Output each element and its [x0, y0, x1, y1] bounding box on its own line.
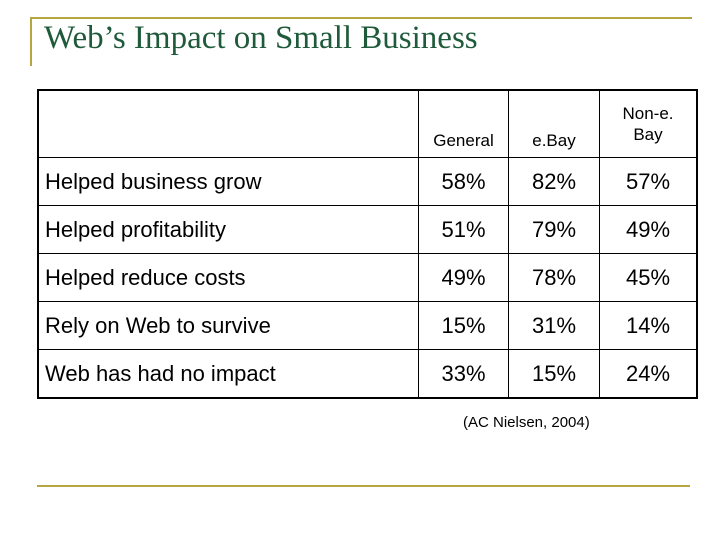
row-label: Rely on Web to survive: [37, 301, 419, 350]
cell-general: 33%: [418, 349, 509, 399]
cell-ebay: 15%: [508, 349, 600, 399]
title-top-rule: [30, 17, 692, 19]
cell-general: 58%: [418, 157, 509, 206]
header-general: General: [418, 89, 509, 158]
cell-ebay: 79%: [508, 205, 600, 254]
title-left-rule: [30, 17, 32, 66]
table-row: Helped profitability 51% 79% 49%: [37, 205, 698, 254]
cell-non-ebay: 24%: [599, 349, 698, 399]
table-row: Helped business grow 58% 82% 57%: [37, 157, 698, 206]
cell-general: 15%: [418, 301, 509, 350]
citation: (AC Nielsen, 2004): [463, 414, 590, 431]
impact-table: General e.Bay Non-e.Bay Helped business …: [37, 89, 698, 399]
header-ebay: e.Bay: [508, 89, 600, 158]
row-label: Web has had no impact: [37, 349, 419, 399]
header-non-ebay: Non-e.Bay: [599, 89, 698, 158]
row-label: Helped profitability: [37, 205, 419, 254]
slide-title: Web’s Impact on Small Business: [44, 20, 478, 56]
footer-rule: [37, 485, 690, 487]
cell-ebay: 82%: [508, 157, 600, 206]
cell-non-ebay: 57%: [599, 157, 698, 206]
row-label: Helped business grow: [37, 157, 419, 206]
cell-non-ebay: 49%: [599, 205, 698, 254]
table-row: Rely on Web to survive 15% 31% 14%: [37, 301, 698, 350]
row-label: Helped reduce costs: [37, 253, 419, 302]
cell-non-ebay: 14%: [599, 301, 698, 350]
table-row: Web has had no impact 33% 15% 24%: [37, 349, 698, 399]
cell-ebay: 31%: [508, 301, 600, 350]
table-header-row: General e.Bay Non-e.Bay: [37, 89, 698, 158]
header-blank: [37, 89, 419, 158]
header-non-ebay-label: Non-e.Bay: [622, 104, 674, 144]
cell-general: 51%: [418, 205, 509, 254]
table-row: Helped reduce costs 49% 78% 45%: [37, 253, 698, 302]
cell-general: 49%: [418, 253, 509, 302]
cell-non-ebay: 45%: [599, 253, 698, 302]
cell-ebay: 78%: [508, 253, 600, 302]
